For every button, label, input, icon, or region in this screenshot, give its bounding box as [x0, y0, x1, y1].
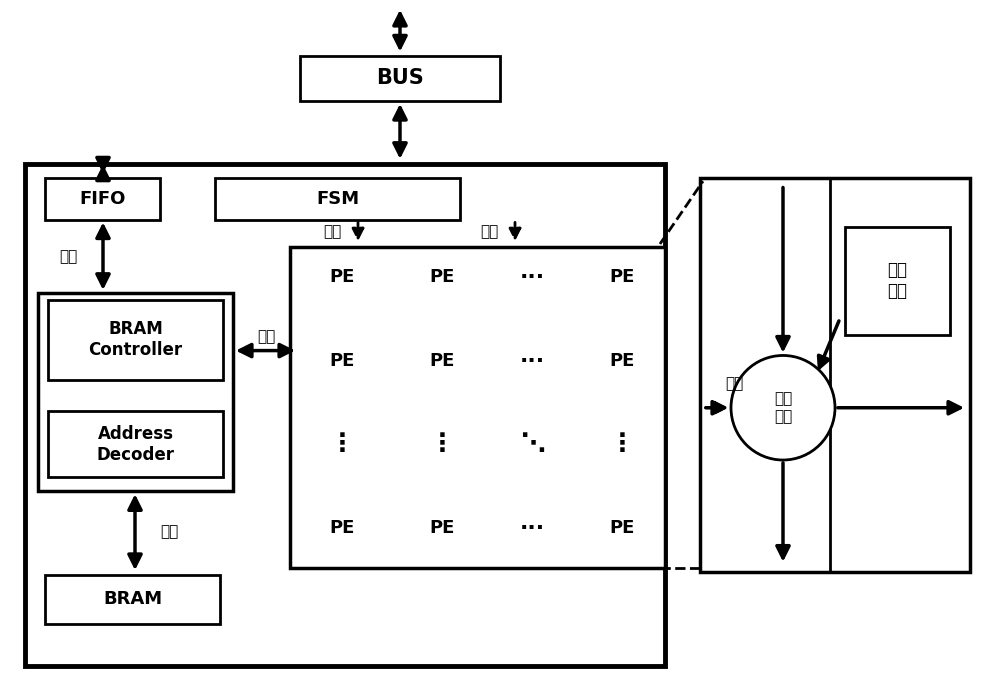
Text: PE: PE	[610, 519, 635, 537]
Bar	[300, 247, 385, 307]
Text: ⋮: ⋮	[430, 432, 455, 457]
Text: 配置: 配置	[323, 224, 341, 239]
Text: PE: PE	[430, 519, 455, 537]
Text: ⋱: ⋱	[520, 432, 545, 457]
Text: FSM: FSM	[316, 190, 359, 208]
Text: FIFO: FIFO	[79, 190, 126, 208]
Bar	[300, 498, 385, 558]
Bar	[25, 164, 665, 666]
Bar	[700, 178, 970, 572]
Text: PE: PE	[330, 352, 355, 369]
Bar	[400, 498, 485, 558]
Bar	[400, 331, 485, 390]
Bar	[400, 247, 485, 307]
Text: PE: PE	[430, 268, 455, 286]
Text: 配置: 配置	[725, 376, 743, 391]
Bar	[580, 331, 665, 390]
Bar	[38, 293, 233, 491]
Text: 电路
开关: 电路 开关	[774, 392, 792, 424]
Text: ···: ···	[520, 267, 545, 287]
Text: 数据: 数据	[257, 329, 275, 344]
Text: 数据: 数据	[160, 524, 178, 539]
Text: Address
Decoder: Address Decoder	[96, 425, 175, 464]
Text: PE: PE	[610, 352, 635, 369]
Ellipse shape	[731, 355, 835, 460]
Bar	[45, 575, 220, 624]
Text: ···: ···	[520, 351, 545, 371]
Text: 数据: 数据	[59, 249, 77, 264]
Text: BRAM
Controller: BRAM Controller	[88, 321, 183, 359]
Bar	[845, 227, 950, 335]
Bar	[580, 247, 665, 307]
Text: ···: ···	[520, 518, 545, 538]
Text: PE: PE	[610, 268, 635, 286]
Text: BRAM: BRAM	[103, 590, 162, 608]
Bar	[48, 300, 223, 380]
Bar	[45, 178, 160, 220]
Text: 配置: 配置	[480, 224, 498, 239]
Bar	[215, 178, 460, 220]
Text: PE: PE	[330, 519, 355, 537]
Text: ⋮: ⋮	[610, 432, 635, 457]
Text: BUS: BUS	[376, 68, 424, 89]
Bar	[300, 331, 385, 390]
Text: PE: PE	[430, 352, 455, 369]
Text: ⋮: ⋮	[330, 432, 355, 457]
Text: 执行
单元: 执行 单元	[888, 261, 908, 300]
Text: PE: PE	[330, 268, 355, 286]
Bar	[290, 247, 665, 568]
Bar	[48, 411, 223, 477]
Bar	[580, 498, 665, 558]
Bar	[300, 56, 500, 101]
